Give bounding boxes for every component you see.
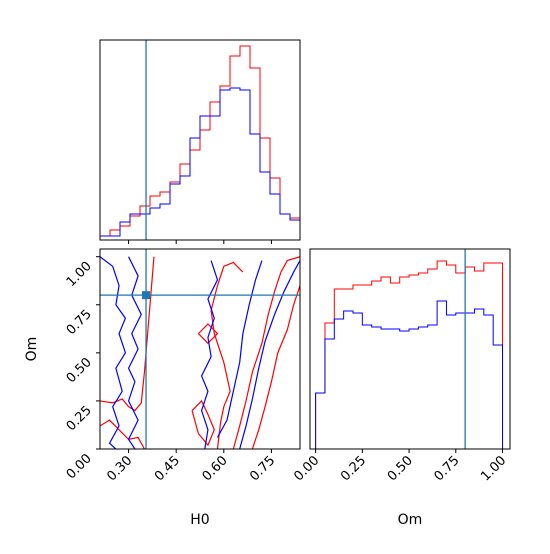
joint-xtick-label-1: 0.45 — [152, 453, 183, 484]
h0-hist-series-1 — [100, 87, 300, 240]
joint-contour-4 — [251, 285, 300, 449]
joint-ytick-label-4: 1.00 — [64, 259, 95, 290]
om-hist-series-1 — [315, 300, 504, 449]
joint-contour-3 — [232, 256, 300, 449]
h0-hist-series-0 — [100, 45, 300, 240]
joint-contour-1 — [100, 419, 145, 449]
joint-contour-9 — [200, 260, 219, 449]
joint-contour-10 — [216, 260, 263, 438]
joint-ytick-label-1: 0.25 — [64, 403, 95, 434]
joint-ytick-label-3: 0.75 — [64, 307, 95, 338]
om-xtick-label-3: 0.75 — [432, 453, 463, 484]
joint-contour-7 — [100, 256, 127, 449]
joint-xtick-label-3: 0.75 — [247, 453, 278, 484]
joint-ytick-label-0: 0.00 — [64, 451, 95, 482]
joint-xtick-label-0: 0.30 — [104, 453, 135, 484]
om-xlabel: Om — [398, 512, 423, 528]
joint-frame — [99, 248, 301, 450]
om-marginal-frame — [309, 248, 511, 450]
joint-contour-2 — [210, 261, 244, 449]
om-hist-series-0 — [315, 260, 504, 449]
om-xtick-label-0: 0.00 — [291, 453, 322, 484]
om-xtick-label-2: 0.50 — [385, 453, 416, 484]
joint-contour-6 — [197, 323, 219, 345]
h0-marginal-frame — [99, 39, 301, 241]
joint-contour-11 — [239, 260, 300, 449]
om-xtick-label-1: 0.25 — [338, 453, 369, 484]
om-xtick-label-4: 1.00 — [478, 453, 509, 484]
joint-truth-point — [142, 291, 151, 300]
joint-xtick-label-2: 0.60 — [200, 453, 231, 484]
joint-ytick-label-2: 0.50 — [64, 355, 95, 386]
joint-contour-0 — [100, 256, 155, 412]
joint-xlabel: H0 — [190, 512, 209, 528]
joint-ylabel: Om — [24, 337, 40, 362]
joint-contour-5 — [191, 399, 215, 447]
joint-contour-8 — [127, 256, 142, 449]
